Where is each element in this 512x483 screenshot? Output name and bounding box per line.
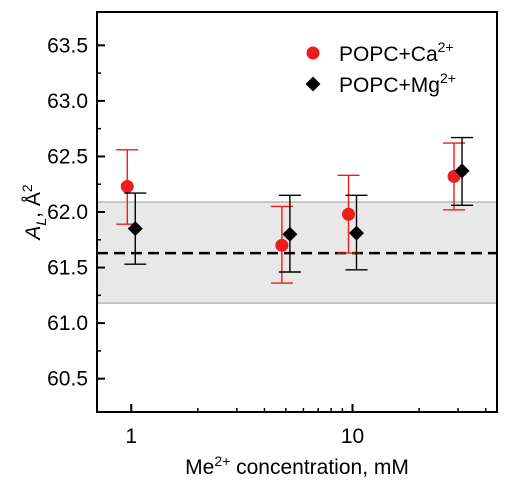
legend-label-superscript: 2+ — [438, 39, 454, 55]
y-axis-title: AL, Å2 — [19, 184, 49, 242]
legend: POPC+Ca2+POPC+Mg2+ — [305, 39, 456, 97]
legend-label: POPC+Mg2+ — [339, 70, 456, 97]
y-tick-label: 63.5 — [47, 34, 88, 57]
y-tick-label: 60.5 — [47, 368, 88, 391]
x-axis-title: Me2+ concentration, mM — [185, 453, 409, 479]
x-axis-title-prefix: Me — [185, 456, 214, 479]
data-point-diamond — [127, 221, 143, 237]
data-point-diamond — [454, 163, 470, 179]
y-tick-label: 62.5 — [47, 145, 88, 168]
series-2 — [124, 136, 474, 273]
x-tick-label: 1 — [125, 425, 137, 448]
x-tick-label: 10 — [341, 425, 364, 448]
x-axis-title-suffix: concentration, mM — [230, 456, 409, 479]
legend-marker-circle — [306, 46, 320, 60]
y-tick-label: 62.0 — [47, 201, 88, 224]
series-1 — [116, 142, 466, 284]
reference-band-layer — [97, 201, 497, 304]
legend-label-superscript: 2+ — [440, 70, 456, 86]
y-tick-label: 61.5 — [47, 257, 88, 280]
data-point-circle — [275, 238, 289, 252]
legend-marker-diamond — [305, 76, 321, 92]
y-axis-title-superscript: 2 — [19, 184, 35, 192]
data-point-circle — [341, 207, 355, 221]
legend-label-text: POPC+Ca — [339, 43, 438, 66]
y-axis-title-unit: , Å — [22, 192, 45, 218]
y-tick-label: 63.0 — [47, 90, 88, 113]
data-point-diamond — [282, 226, 298, 242]
legend-label-text: POPC+Mg — [339, 74, 440, 97]
label-layer: 60.5 61.0 61.5 62.0 62.5 63.0 63.5 1 10 Me2+ conc… — [19, 34, 409, 479]
data-point-diamond — [348, 225, 364, 241]
y-axis-title-subscript: L — [33, 218, 49, 226]
y-tick-label: 61.0 — [47, 312, 88, 335]
data-layer — [116, 136, 474, 284]
x-axis-title-superscript: 2+ — [214, 453, 230, 469]
plot-frame — [96, 11, 498, 413]
data-point-circle — [120, 179, 134, 193]
legend-label: POPC+Ca2+ — [339, 39, 454, 66]
y-axis-title-symbol: A — [22, 226, 45, 242]
